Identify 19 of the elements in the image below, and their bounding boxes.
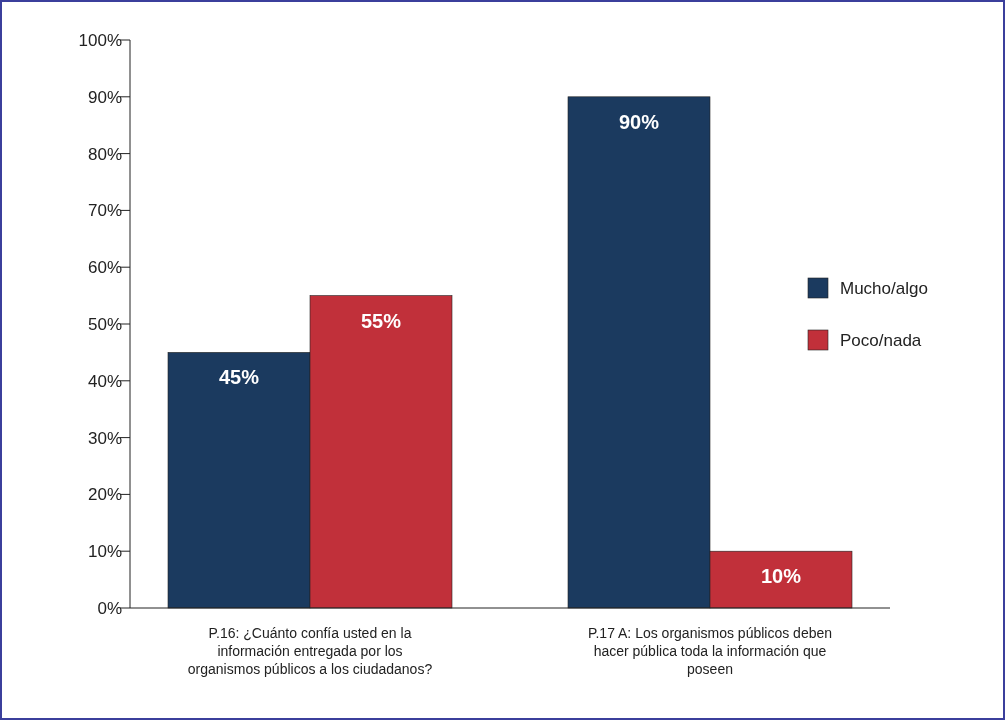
- data-label: 45%: [218, 366, 260, 389]
- legend-label: Poco/nada: [840, 331, 922, 350]
- y-tick-label: 40%: [87, 371, 122, 391]
- data-label: 10%: [760, 565, 802, 588]
- y-tick-label: 0%: [97, 599, 122, 618]
- y-tick-label: 60%: [87, 258, 122, 278]
- y-tick-label: 70%: [87, 201, 122, 221]
- y-tick-label: 90%: [87, 87, 122, 107]
- y-tick-label: 80%: [87, 144, 122, 164]
- y-tick-label: 30%: [87, 428, 122, 448]
- x-tick-label: P.17 A: Los organismos públicos deben hacer pública toda la información que poseen: [587, 625, 833, 677]
- y-tick-label: 100%: [78, 31, 122, 50]
- y-tick-label: 50%: [87, 315, 122, 334]
- y-tick-label: 10%: [87, 542, 122, 562]
- legend-label: Mucho/algo: [840, 279, 928, 298]
- data-label: 55%: [360, 309, 402, 332]
- data-label: 90%: [618, 110, 660, 133]
- y-tick-label: 20%: [87, 485, 122, 505]
- x-tick-label: P.16: ¿Cuánto confía usted en la información entregada por los organismos públicos a los ciudadanos?: [187, 625, 433, 677]
